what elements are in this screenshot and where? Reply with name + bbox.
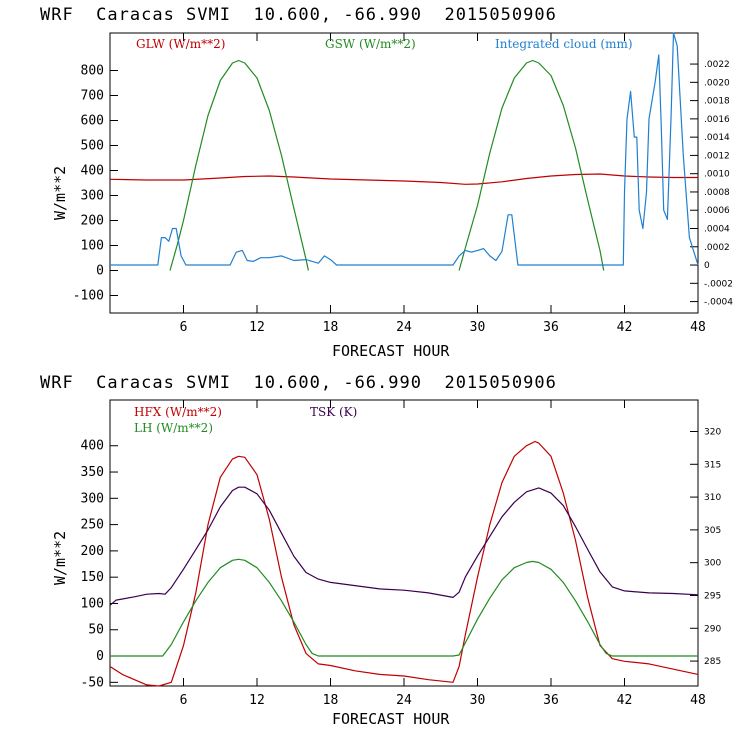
bottom-y-tick-label: 100 bbox=[81, 596, 104, 611]
bottom-x-tick-label: 42 bbox=[617, 693, 633, 708]
legend-glw: GLW (W/m**2) bbox=[136, 37, 225, 51]
legend-hfx: HFX (W/m**2) bbox=[134, 405, 222, 419]
top-y-tick-label: 200 bbox=[81, 214, 104, 229]
top-y-tick-label: 500 bbox=[81, 139, 104, 154]
top-y-tick-label: 400 bbox=[81, 164, 104, 179]
bottom-chart-title: WRF Caracas SVMI 10.600, -66.990 2015050… bbox=[40, 373, 557, 393]
top-x-axis-label: FORECAST HOUR bbox=[332, 342, 450, 360]
legend-tsk: TSK (K) bbox=[310, 405, 357, 419]
top-x-tick-label: 30 bbox=[470, 320, 486, 335]
top-y2-tick-label: .0008 bbox=[704, 188, 730, 198]
top-x-tick-label: 36 bbox=[543, 320, 559, 335]
bottom-y-tick-label: 150 bbox=[81, 570, 104, 585]
top-axis-ticks: 6 12 18 24 30 36 42 48 -100 0 100 200 300 400 500 600 70… bbox=[73, 33, 733, 335]
bottom-x-tick-label: 18 bbox=[323, 693, 339, 708]
bottom-y2-tick-label: 285 bbox=[704, 657, 721, 667]
top-chart-title: WRF Caracas SVMI 10.600, -66.990 2015050… bbox=[40, 5, 557, 25]
top-y2-tick-label: -.0004 bbox=[704, 298, 733, 308]
bottom-y-tick-label: 50 bbox=[88, 623, 104, 638]
top-plot-frame bbox=[109, 32, 699, 314]
bottom-x-tick-label: 12 bbox=[249, 693, 265, 708]
top-y-tick-label: 0 bbox=[96, 264, 104, 279]
top-y-tick-label: 600 bbox=[81, 114, 104, 129]
bottom-y-tick-label: 300 bbox=[81, 491, 104, 506]
top-y2-tick-label: .0006 bbox=[704, 206, 730, 216]
bottom-x-tick-label: 24 bbox=[396, 693, 412, 708]
top-y2-tick-label: .0002 bbox=[704, 243, 730, 253]
top-y2-tick-label: .0012 bbox=[704, 151, 730, 161]
bottom-axis-ticks: 6 12 18 24 30 36 42 48 -50 0 50 100 150 200 250 300 350 4… bbox=[81, 400, 721, 708]
bottom-x-tick-label: 36 bbox=[543, 693, 559, 708]
bottom-y2-tick-label: 310 bbox=[704, 493, 721, 503]
bottom-x-tick-label: 48 bbox=[690, 693, 706, 708]
top-y2-tick-label: .0014 bbox=[704, 133, 730, 143]
top-y2-tick-label: .0016 bbox=[704, 115, 730, 125]
bottom-series-lines bbox=[109, 440, 699, 687]
bottom-y2-tick-label: 295 bbox=[704, 591, 721, 601]
top-y2-tick-label: -.0002 bbox=[704, 279, 733, 289]
legend-gsw: GSW (W/m**2) bbox=[325, 37, 416, 51]
bottom-y-tick-label: -50 bbox=[81, 675, 104, 690]
top-y-tick-label: -100 bbox=[73, 289, 104, 304]
top-y2-tick-label: .0018 bbox=[704, 97, 730, 107]
bottom-y2-tick-label: 320 bbox=[704, 427, 721, 437]
bottom-y2-tick-label: 315 bbox=[704, 460, 721, 470]
top-x-tick-label: 48 bbox=[690, 320, 706, 335]
bottom-plot-frame bbox=[109, 399, 699, 687]
top-y-tick-label: 100 bbox=[81, 239, 104, 254]
bottom-y2-tick-label: 300 bbox=[704, 559, 721, 569]
bottom-y-tick-label: 0 bbox=[96, 649, 104, 664]
legend-cloud: Integrated cloud (mm) bbox=[495, 37, 633, 51]
top-y2-tick-label: .0022 bbox=[704, 60, 730, 70]
top-x-tick-label: 24 bbox=[396, 320, 412, 335]
top-series-integrated-cloud-mm-line bbox=[110, 32, 699, 266]
bottom-y2-tick-label: 305 bbox=[704, 526, 721, 536]
bottom-y2-tick-label: 290 bbox=[704, 624, 721, 634]
top-y2-tick-label: .0004 bbox=[704, 224, 730, 234]
top-y-tick-label: 300 bbox=[81, 189, 104, 204]
top-y-tick-label: 800 bbox=[81, 64, 104, 79]
bottom-y-axis-label: W/m**2 bbox=[51, 531, 69, 585]
bottom-x-tick-label: 30 bbox=[470, 693, 486, 708]
top-y2-tick-label: 0 bbox=[704, 261, 710, 271]
top-y2-tick-label: .0010 bbox=[704, 170, 730, 180]
top-y-axis-label: W/m**2 bbox=[51, 166, 69, 220]
bottom-series-tsk-k-line bbox=[109, 486, 699, 606]
bottom-y-tick-label: 250 bbox=[81, 518, 104, 533]
bottom-y-tick-label: 400 bbox=[81, 439, 104, 454]
top-series-gsw-w-m-2-day-2-line bbox=[458, 59, 605, 271]
bottom-x-tick-label: 6 bbox=[180, 693, 188, 708]
bottom-series-lh-w-m-2-line bbox=[110, 558, 698, 657]
top-series-gsw-w-m-2-line bbox=[169, 59, 309, 271]
bottom-y-tick-label: 200 bbox=[81, 544, 104, 559]
bottom-x-axis-label: FORECAST HOUR bbox=[332, 710, 450, 728]
top-x-tick-label: 42 bbox=[617, 320, 633, 335]
top-x-tick-label: 6 bbox=[180, 320, 188, 335]
top-x-tick-label: 18 bbox=[323, 320, 339, 335]
bottom-series-hfx-w-m-2-line bbox=[109, 440, 699, 687]
bottom-y-tick-label: 350 bbox=[81, 465, 104, 480]
legend-lh: LH (W/m**2) bbox=[134, 421, 213, 435]
top-series-glw-w-m-2-line bbox=[109, 173, 698, 185]
top-series-lines bbox=[109, 32, 699, 271]
top-y2-tick-label: .0020 bbox=[704, 78, 730, 88]
top-y-tick-label: 700 bbox=[81, 89, 104, 104]
top-x-tick-label: 12 bbox=[249, 320, 265, 335]
